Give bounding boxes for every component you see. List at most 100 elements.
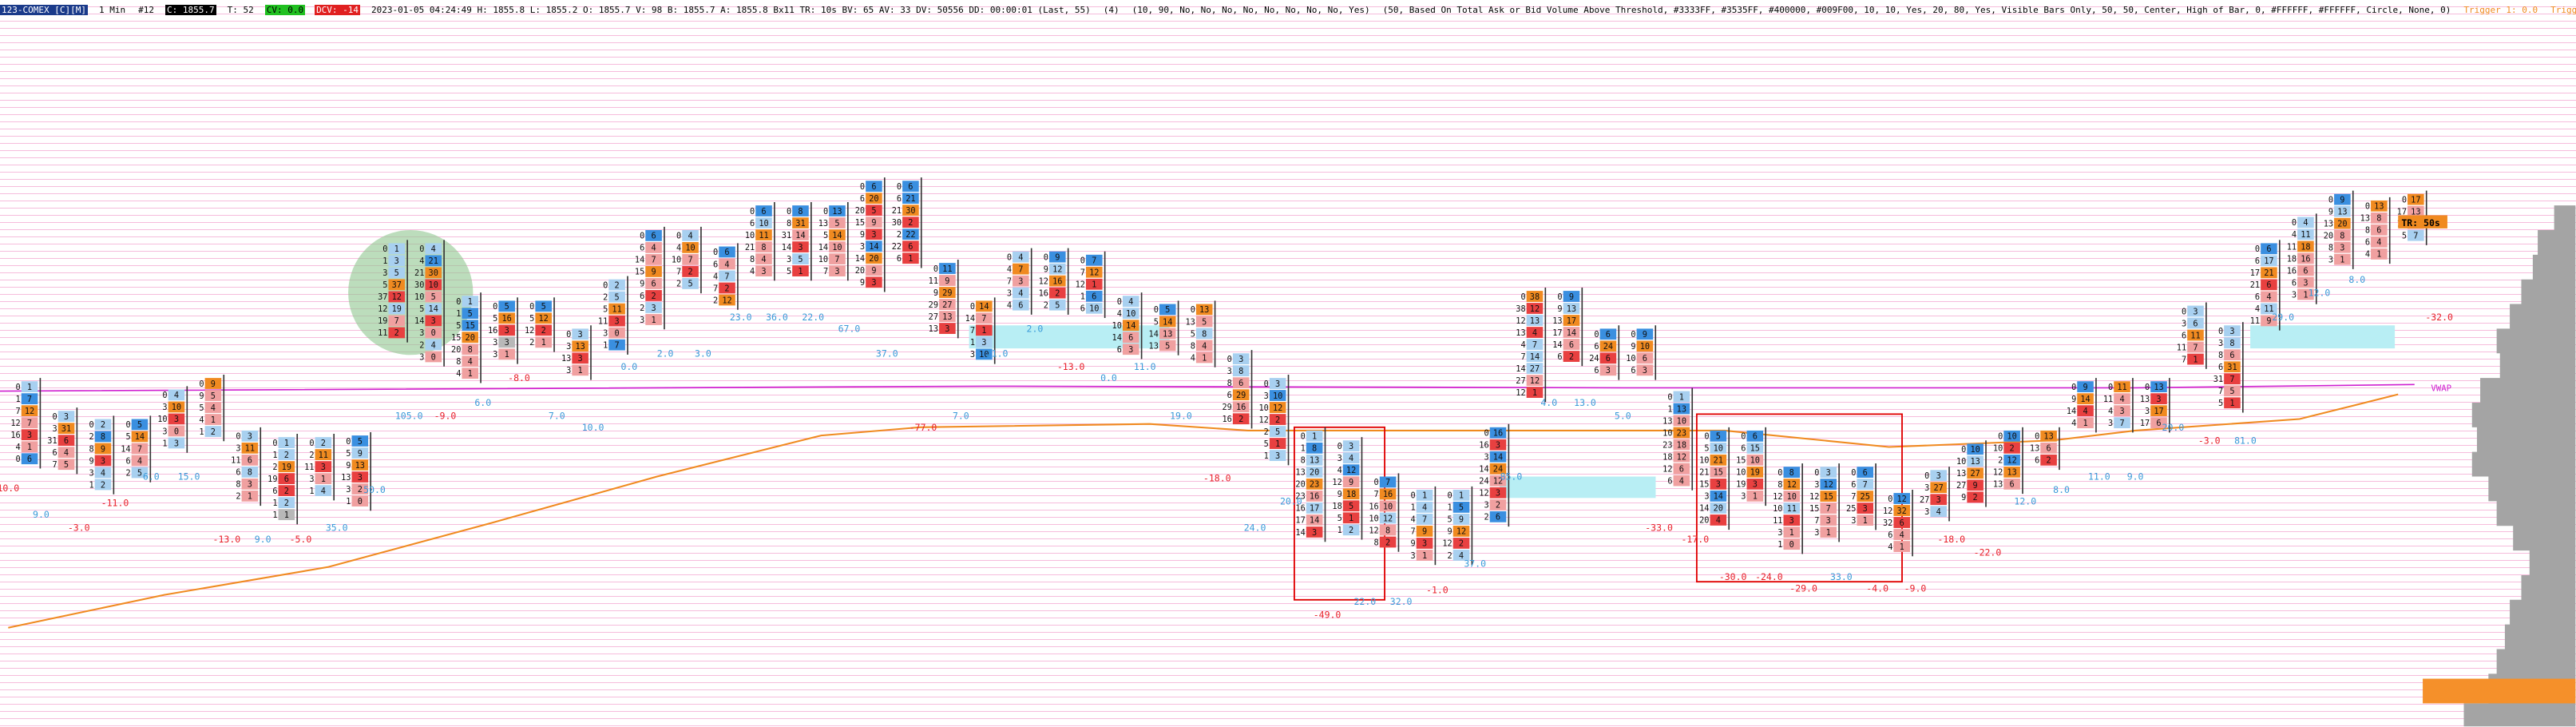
bid-volume: 0 (1007, 252, 1012, 262)
bid-volume: 6 (640, 292, 644, 301)
ask-volume: 2 (1459, 539, 1464, 549)
ask-volume: 10 (979, 350, 989, 360)
bid-volume: 31 (47, 436, 57, 446)
bid-volume: 6 (897, 194, 902, 204)
cell (388, 255, 406, 267)
cell (608, 315, 625, 327)
bid-volume: 0 (2218, 327, 2223, 336)
ask-volume: 5 (431, 292, 436, 302)
cell (1563, 327, 1580, 338)
bid-volume: 0 (1667, 392, 1672, 402)
ask-volume: 12 (1346, 466, 1356, 475)
bid-volume: 13 (1149, 341, 1159, 351)
ask-volume: 3 (505, 326, 509, 336)
cell (462, 367, 478, 379)
cell (829, 229, 846, 240)
bid-volume: 0 (1704, 432, 1709, 442)
ask-volume: 3 (1128, 345, 1133, 355)
cell (1967, 479, 1984, 491)
bid-volume: 5 (456, 321, 461, 331)
bid-volume: 6 (1888, 530, 1892, 540)
ask-volume: 13 (2043, 432, 2053, 442)
bid-volume: 0 (272, 439, 277, 448)
bid-volume: 6 (1080, 304, 1085, 314)
ask-volume: 13 (2337, 207, 2347, 217)
cell (1673, 463, 1690, 475)
cell (645, 241, 662, 253)
cell (1232, 365, 1250, 377)
cell (2077, 405, 2094, 417)
ask-volume: 3 (1238, 355, 1243, 364)
cell (1416, 489, 1433, 501)
cell (21, 405, 38, 417)
cell (1673, 475, 1690, 487)
ask-volume: 10 (1787, 492, 1797, 502)
cell (792, 241, 809, 252)
bid-volume: 17 (2250, 268, 2260, 278)
cell (2408, 193, 2424, 205)
bid-volume: 0 (1924, 471, 1929, 481)
ask-volume: 7 (1385, 478, 1390, 487)
ask-volume: 2 (1385, 538, 1390, 547)
bid-volume: 7 (1851, 492, 1856, 502)
cell (1306, 454, 1323, 466)
cell (388, 279, 406, 291)
cell (2224, 385, 2241, 397)
cell (902, 217, 919, 228)
bid-volume: 8 (1374, 538, 1379, 547)
ask-volume: 14 (979, 302, 989, 312)
bid-volume: 7 (16, 407, 21, 416)
bid-volume: 16 (1369, 502, 1378, 511)
ask-volume: 5 (1275, 427, 1280, 437)
ask-volume: 13 (1530, 316, 1540, 326)
symbol[interactable]: 123-COMEX [C][M] (0, 4, 88, 15)
bid-volume: 2 (1998, 456, 2003, 466)
volume-label: 81.0 (2234, 435, 2257, 446)
cell (902, 181, 919, 193)
bid-volume: 14 (782, 243, 791, 252)
bid-volume: 0 (2402, 195, 2407, 205)
volume-label: 20.0 (1280, 495, 1302, 507)
ask-volume: 3 (945, 324, 949, 334)
ask-volume: 1 (1312, 432, 1317, 442)
bid-volume: 6 (52, 448, 57, 458)
cell (425, 351, 442, 363)
bid-volume: 7 (1374, 490, 1379, 499)
bid-volume: 4 (2255, 304, 2260, 314)
bid-volume: 7 (823, 267, 828, 276)
cell (1452, 550, 1470, 561)
cell (2114, 405, 2130, 417)
cell (902, 240, 919, 252)
bid-volume: 1 (272, 451, 277, 460)
bid-volume: 5 (1704, 444, 1709, 454)
bid-volume: 0 (566, 330, 571, 340)
cell (1857, 514, 1874, 526)
volume-label: 2.0 (1027, 324, 1044, 335)
ask-volume: 4 (1900, 530, 1904, 540)
ask-volume: 14 (1310, 516, 1319, 526)
ask-volume: 1 (2376, 250, 2381, 260)
ask-volume: 8 (2376, 214, 2381, 224)
ask-volume: 5 (137, 468, 142, 478)
ask-volume: 4 (1936, 507, 1941, 517)
ask-volume: 12 (1493, 477, 1503, 487)
bid-volume: 6 (125, 456, 130, 466)
cell (1636, 352, 1654, 364)
ask-volume: 32 (1897, 507, 1907, 516)
bid-volume: 4 (1520, 340, 1525, 350)
bid-volume: 12 (1039, 276, 1048, 286)
cell (498, 336, 515, 348)
bid-volume: 0 (750, 207, 755, 217)
cell (1967, 467, 1984, 479)
ask-volume: 1 (1092, 280, 1096, 290)
delta-label: -18.0 (1203, 473, 1231, 484)
ask-volume: 4 (2303, 218, 2308, 228)
bid-volume: 10 (1258, 403, 1268, 413)
cell (1159, 304, 1176, 316)
cell (1159, 316, 1176, 328)
ask-volume: 2 (651, 292, 656, 301)
bid-volume: 21 (414, 268, 424, 278)
cell (1452, 502, 1470, 513)
ask-volume: 14 (1714, 492, 1723, 502)
cell (57, 411, 75, 423)
